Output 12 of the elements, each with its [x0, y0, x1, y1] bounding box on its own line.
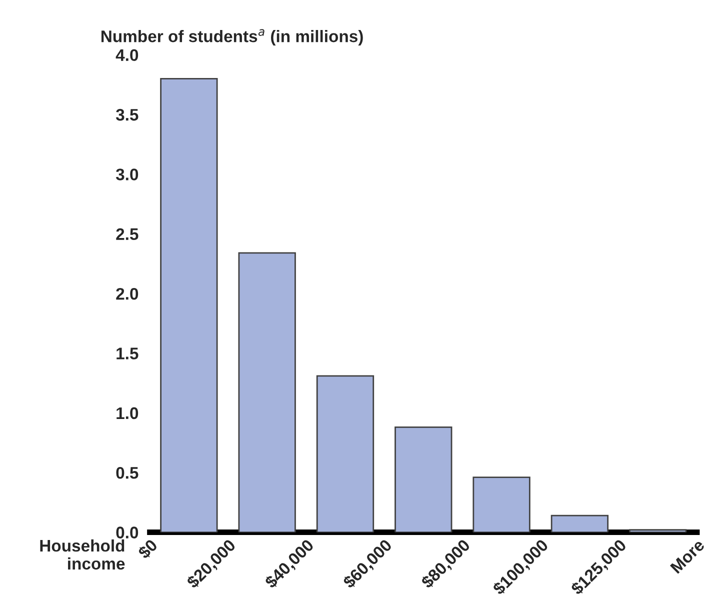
- y-tick-label: 1.0: [116, 407, 138, 420]
- y-tick-label: 2.0: [116, 288, 138, 300]
- y-tick-label: 0.0: [116, 526, 138, 538]
- y-tick-label: 3.0: [116, 168, 138, 180]
- y-tick-label: 4.0: [116, 49, 138, 62]
- y-tick-label: 1.5: [116, 348, 138, 360]
- x-tick-label: $0: [136, 538, 159, 560]
- y-axis-title: Number of students$^{a}$ (in millions): [101, 29, 363, 46]
- y-tick-label: 3.5: [116, 108, 138, 121]
- y-tick-label: 2.5: [116, 228, 138, 240]
- x-axis-title: Household income: [40, 539, 125, 570]
- y-tick-label: 0.5: [116, 466, 138, 479]
